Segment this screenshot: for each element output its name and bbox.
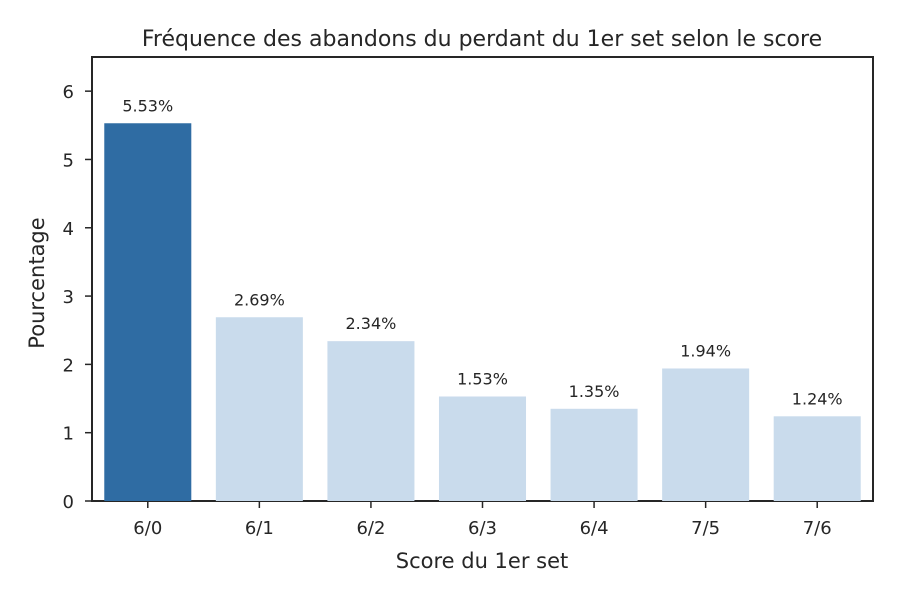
x-tick-label: 6/2 (356, 518, 385, 539)
bar-value-label: 2.69% (234, 290, 285, 309)
x-tick-label: 6/0 (133, 518, 162, 539)
x-tick-label: 7/5 (691, 518, 720, 539)
bar-6-0 (104, 123, 192, 502)
x-tick-label: 6/1 (245, 518, 274, 539)
bar-6-3 (438, 396, 527, 501)
y-tick-label: 0 (63, 492, 74, 513)
bar-6-2 (327, 341, 415, 501)
bar-value-label: 1.94% (680, 341, 731, 360)
y-tick-label: 4 (63, 219, 74, 240)
chart-title: Fréquence des abandons du perdant du 1er… (142, 27, 822, 52)
y-tick-label: 2 (63, 355, 74, 376)
x-tick-label: 6/3 (468, 518, 497, 539)
y-tick-label: 3 (63, 287, 74, 308)
x-axis-ticks: 6/0 6/1 6/2 6/3 6/4 7/5 7/6 (133, 501, 832, 539)
bar-6-1 (215, 317, 303, 501)
bar-value-label: 2.34% (346, 314, 397, 333)
bar-value-label: 1.53% (457, 369, 508, 388)
bar-value-label: 5.53% (122, 96, 173, 115)
bar-value-label: 1.24% (792, 389, 843, 408)
y-axis-ticks: 0 1 2 3 4 5 6 (63, 82, 92, 513)
bars-group (104, 123, 861, 502)
x-axis-label: Score du 1er set (396, 549, 569, 573)
bar-7-6 (773, 416, 861, 501)
y-tick-label: 6 (63, 82, 74, 103)
y-tick-label: 5 (63, 150, 74, 171)
bar-labels-group: 5.53% 2.69% 2.34% 1.53% 1.35% 1.94% 1.24% (122, 96, 842, 408)
bar-6-4 (550, 408, 638, 501)
bar-value-label: 1.35% (569, 382, 620, 401)
y-axis-label: Pourcentage (25, 217, 49, 348)
y-tick-label: 1 (63, 424, 74, 445)
x-tick-label: 7/6 (803, 518, 832, 539)
x-tick-label: 6/4 (580, 518, 609, 539)
bar-7-5 (662, 368, 750, 501)
